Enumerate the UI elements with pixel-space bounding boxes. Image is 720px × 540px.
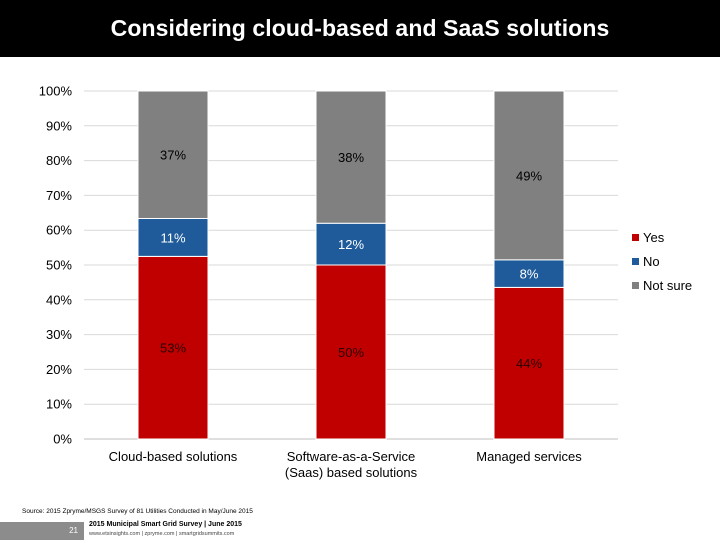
data-label: 50% (338, 345, 364, 360)
bar-segment (137, 255, 209, 440)
bar-segment (493, 259, 565, 288)
data-label: 11% (160, 230, 185, 245)
data-label: 38% (338, 150, 364, 165)
source-note: Source: 2015 Zpryme/MSGS Survey of 81 Ut… (22, 508, 253, 515)
slide-footer (0, 520, 720, 540)
slide-title: Considering cloud-based and SaaS solutio… (110, 15, 610, 41)
chart-svg: 0% 10% 20% 30% 40% 50% 60% 70% 80% 90% 100% 53% 11% 3… (39, 84, 692, 481)
x-category-label: (Saas) based solutions (285, 465, 418, 480)
y-tick-label: 0% (53, 432, 72, 447)
y-tick-label: 10% (46, 397, 72, 412)
legend-swatch (632, 234, 639, 241)
legend-label: Yes (643, 230, 665, 245)
slide-header: Considering cloud-based and SaaS solutio… (0, 0, 720, 57)
x-category-label: Cloud-based solutions (109, 449, 238, 464)
bar-segment (493, 90, 565, 261)
x-category-label: Managed services (476, 449, 582, 464)
legend-swatch (632, 258, 639, 265)
x-category-label: Software-as-a-Service (287, 449, 416, 464)
legend-label: Not sure (643, 278, 692, 293)
y-tick-label: 20% (46, 362, 72, 377)
data-label: 12% (338, 237, 364, 252)
footer-title: 2015 Municipal Smart Grid Survey | June … (89, 521, 242, 528)
bar-segment (315, 90, 387, 224)
y-tick-label: 100% (39, 84, 73, 99)
legend-label: No (643, 254, 660, 269)
data-label: 37% (160, 148, 186, 163)
y-tick-label: 70% (46, 188, 72, 203)
bar-segment (315, 222, 387, 266)
y-tick-label: 40% (46, 292, 72, 307)
stacked-bar-chart: 0% 10% 20% 30% 40% 50% 60% 70% 80% 90% 100% 53% 11% 3… (0, 60, 720, 500)
y-tick-label: 30% (46, 327, 72, 342)
footer-links: www.etsinsights.com | zpryme.com | smart… (89, 531, 235, 537)
y-tick-label: 60% (46, 223, 72, 238)
bar-segment (493, 286, 565, 440)
y-tick-label: 90% (46, 118, 72, 133)
bar-segment (137, 90, 209, 219)
data-label: 44% (516, 356, 542, 371)
legend-swatch (632, 282, 639, 289)
data-label: 8% (520, 267, 539, 282)
data-label: 53% (160, 341, 186, 356)
page-number: 21 (0, 522, 84, 540)
data-label: 49% (516, 168, 542, 183)
y-tick-label: 80% (46, 153, 72, 168)
y-tick-label: 50% (46, 258, 72, 273)
